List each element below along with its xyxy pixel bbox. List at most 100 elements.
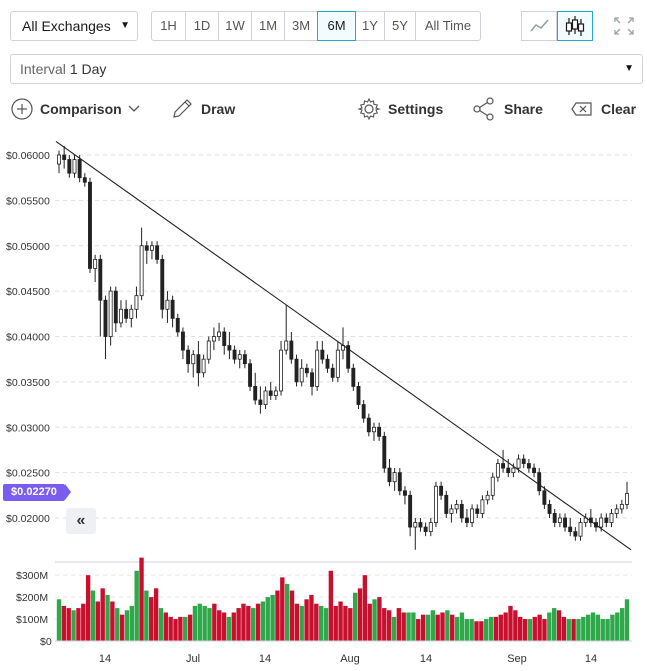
comparison-button[interactable]: Comparison xyxy=(11,96,141,122)
x-tick-label: Jul xyxy=(186,653,200,665)
candle-body xyxy=(144,245,149,251)
candle-body xyxy=(521,458,526,464)
timeframe-1y[interactable]: 1Y xyxy=(355,11,385,41)
candle-body xyxy=(315,349,320,387)
candlestick-chart-button[interactable] xyxy=(557,11,593,41)
volume-bar xyxy=(362,575,368,641)
candlestick-chart-icon xyxy=(565,16,585,36)
candle-body xyxy=(232,349,237,360)
chevron-down-icon: ▼ xyxy=(624,63,634,74)
candle-body xyxy=(82,177,87,183)
x-tick-label: 14 xyxy=(259,653,271,665)
candle-body xyxy=(552,513,557,523)
candle-body xyxy=(227,345,232,351)
volume-bar xyxy=(231,612,236,641)
volume-bar xyxy=(260,601,266,641)
candle-body xyxy=(325,358,330,369)
draw-label: Draw xyxy=(201,101,236,117)
candle-body xyxy=(124,308,129,319)
volume-bar xyxy=(508,605,513,641)
volume-bar xyxy=(551,608,557,641)
volume-bar xyxy=(547,612,552,641)
volume-bar xyxy=(115,608,120,641)
volume-bar xyxy=(158,608,164,641)
volume-bar xyxy=(590,612,596,641)
y-tick-label: $0.04000 xyxy=(6,332,50,344)
candle-body xyxy=(335,349,340,378)
clear-button[interactable]: Clear xyxy=(570,96,636,122)
volume-bar xyxy=(270,594,275,641)
volume-bar xyxy=(382,608,387,641)
exchange-select-label: All Exchanges xyxy=(22,18,111,34)
candle-body xyxy=(346,345,351,369)
candle-body xyxy=(397,472,402,492)
collapse-button[interactable]: « xyxy=(66,508,96,534)
line-chart-button[interactable] xyxy=(521,11,557,41)
volume-bar xyxy=(275,590,280,641)
candle-body xyxy=(526,463,531,469)
volume-bar xyxy=(168,616,173,641)
volume-bar xyxy=(328,570,334,641)
share-button[interactable]: Share xyxy=(471,96,543,122)
fullscreen-button[interactable] xyxy=(606,11,642,41)
volume-bar xyxy=(430,610,435,641)
candle-body xyxy=(372,426,376,433)
volume-bar xyxy=(61,605,67,641)
expand-icon xyxy=(614,17,634,35)
exchange-select[interactable]: All Exchanges ▼ xyxy=(10,11,138,41)
timeframe-all-time[interactable]: All Time xyxy=(415,11,481,41)
timeframe-1h[interactable]: 1H xyxy=(151,11,186,41)
candle-body xyxy=(377,426,382,437)
volume-bar xyxy=(610,614,615,641)
volume-bar xyxy=(493,616,499,641)
volume-bar xyxy=(435,614,440,641)
timeframe-1w[interactable]: 1W xyxy=(218,11,252,41)
interval-select[interactable]: Interval 1 Day ▼ xyxy=(10,54,643,84)
candle-body xyxy=(413,522,418,528)
volume-tick-label: $200M xyxy=(16,592,48,604)
volume-bar xyxy=(450,614,455,641)
volume-bar xyxy=(153,588,159,641)
candle-body xyxy=(134,295,139,310)
candle-body xyxy=(609,513,614,523)
volume-bar xyxy=(173,619,178,641)
clear-icon xyxy=(571,102,592,116)
timeframe-1d[interactable]: 1D xyxy=(185,11,219,41)
line-chart-icon xyxy=(530,19,549,32)
candle-body xyxy=(330,367,335,378)
candle-body xyxy=(201,358,206,374)
volume-bar xyxy=(95,601,101,641)
price-chart[interactable]: $0.06000 $0.05500 $0.05000 $0.04500 $0.04000… xyxy=(0,130,647,671)
candle-body xyxy=(263,390,268,405)
volume-bar xyxy=(110,601,115,641)
volume-bar xyxy=(197,603,202,641)
pencil-icon xyxy=(173,99,192,118)
timeframe-5y[interactable]: 5Y xyxy=(384,11,416,41)
volume-bar xyxy=(561,616,567,641)
volume-bar xyxy=(81,603,86,641)
volume-bar xyxy=(615,612,620,641)
candle-body xyxy=(217,331,222,337)
interval-label: Interval xyxy=(20,61,66,77)
draw-button[interactable]: Draw xyxy=(170,96,235,122)
candle-body xyxy=(459,503,464,519)
timeframe-1m[interactable]: 1M xyxy=(251,11,285,41)
candle-body xyxy=(175,317,180,333)
volume-bar xyxy=(66,608,71,641)
y-tick-label: $0.02500 xyxy=(6,468,50,480)
volume-bar xyxy=(454,616,460,641)
y-tick-label: $0.03500 xyxy=(6,377,50,389)
volume-bar xyxy=(411,612,416,641)
candle-body xyxy=(454,503,459,510)
volume-bar xyxy=(323,608,329,641)
candle-body xyxy=(222,331,227,346)
volume-tick-label: $100M xyxy=(16,614,48,626)
double-chevron-left-icon: « xyxy=(76,512,86,529)
candle-body xyxy=(57,154,61,165)
candle-body xyxy=(289,340,294,360)
volume-bar xyxy=(556,610,562,641)
timeframe-6m[interactable]: 6M xyxy=(317,11,356,41)
candle-body xyxy=(501,463,506,469)
settings-button[interactable]: Settings xyxy=(357,96,443,122)
timeframe-3m[interactable]: 3M xyxy=(284,11,318,41)
